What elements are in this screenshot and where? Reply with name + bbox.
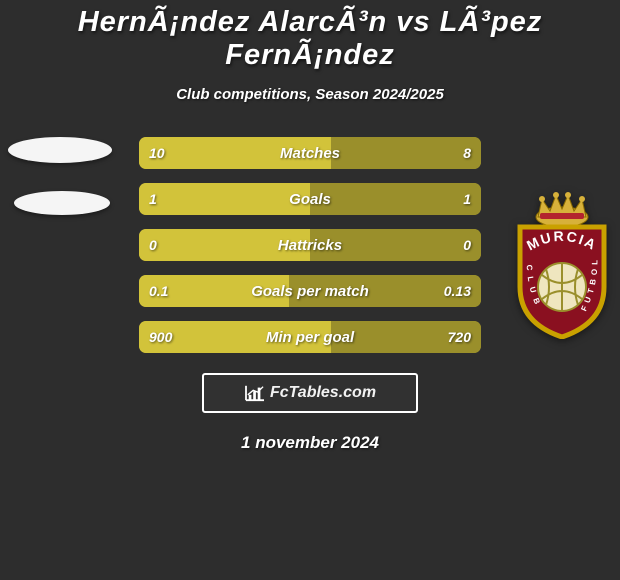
- placeholder-ellipse-icon: [8, 137, 112, 163]
- brand-text: FcTables.com: [270, 384, 376, 402]
- stat-label: Min per goal: [266, 329, 354, 346]
- stat-label: Matches: [280, 145, 340, 162]
- stat-label: Goals: [289, 191, 331, 208]
- stat-bars: 10 8 Matches 1 1 Goals 0 0 Hattricks 0.1 0.13 Goals…: [139, 137, 481, 353]
- placeholder-ellipse-icon: [14, 191, 110, 215]
- brand-box: FcTables.com: [202, 373, 418, 413]
- stat-value-left: 1: [149, 191, 157, 207]
- stat-bar-fill-right: [331, 137, 481, 169]
- stat-value-right: 0.13: [444, 283, 471, 299]
- stat-label: Goals per match: [251, 283, 369, 300]
- stat-value-left: 900: [149, 329, 172, 345]
- stat-bar: 1 1 Goals: [139, 183, 481, 215]
- stat-bar: 10 8 Matches: [139, 137, 481, 169]
- stat-label: Hattricks: [278, 237, 342, 254]
- right-player-badge: MURCIA C L U B F U T B O L: [512, 191, 612, 339]
- stat-bar: 0.1 0.13 Goals per match: [139, 275, 481, 307]
- left-player-badge: [8, 137, 112, 215]
- stat-value-right: 720: [448, 329, 471, 345]
- comparison-subtitle: Club competitions, Season 2024/2025: [0, 86, 620, 103]
- comparison-title: HernÃ¡ndez AlarcÃ³n vs LÃ³pez FernÃ¡ndez: [0, 0, 620, 72]
- stat-bar: 0 0 Hattricks: [139, 229, 481, 261]
- stat-value-left: 0.1: [149, 283, 168, 299]
- stat-value-right: 0: [463, 237, 471, 253]
- stat-bar-fill-left: [139, 183, 310, 215]
- stat-value-right: 8: [463, 145, 471, 161]
- murcia-crest-icon: MURCIA C L U B F U T B O L: [512, 191, 612, 339]
- stat-value-left: 0: [149, 237, 157, 253]
- stat-bar-fill-right: [310, 183, 481, 215]
- snapshot-date: 1 november 2024: [0, 433, 620, 453]
- bars-chart-icon: [244, 384, 266, 402]
- stat-value-left: 10: [149, 145, 165, 161]
- stat-value-right: 1: [463, 191, 471, 207]
- stat-bar: 900 720 Min per goal: [139, 321, 481, 353]
- comparison-arena: MURCIA C L U B F U T B O L 10 8 Matches 1 1 G…: [0, 137, 620, 353]
